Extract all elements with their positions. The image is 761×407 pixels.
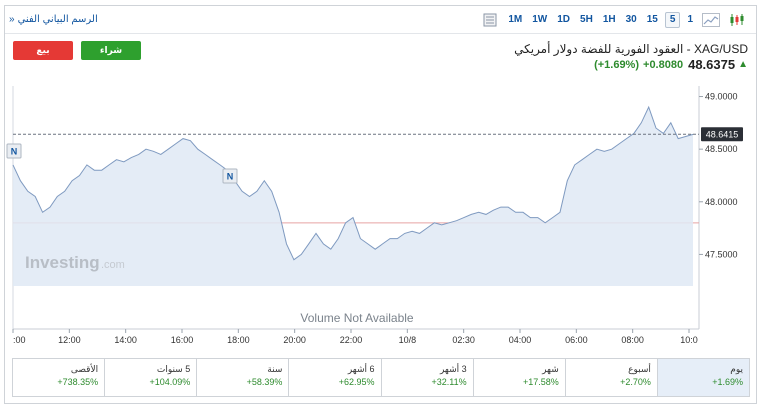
x-tick-label: 12:00	[58, 335, 81, 345]
x-tick-label: 10/8	[399, 335, 417, 345]
x-tick-label: 06:00	[565, 335, 588, 345]
perf-value: +17.58%	[522, 377, 559, 387]
timeframe-1m[interactable]: 1M	[508, 14, 523, 25]
x-tick-label: 02:30	[452, 335, 475, 345]
y-tick-label: 49.0000	[705, 92, 738, 102]
perf-cell-day[interactable]: يوم +1.69%	[656, 359, 749, 396]
perf-cell-year[interactable]: سنة +58.39%	[196, 359, 288, 396]
x-tick-label: 14:00	[114, 335, 137, 345]
perf-value: +32.11%	[431, 377, 467, 387]
series-area	[12, 105, 694, 286]
x-tick-label: 16:00	[171, 335, 194, 345]
timeframe-1h[interactable]: 1H	[602, 14, 616, 25]
technical-chart-label: الرسم البياني الفني	[17, 14, 98, 25]
chart-widget: » الرسم البياني الفني 1M 1W 1D 5H 1H 30 1…	[4, 5, 757, 404]
area-chart-icon[interactable]	[701, 11, 721, 29]
perf-value: +2.70%	[620, 377, 651, 387]
perf-value: +1.69%	[712, 377, 743, 387]
y-tick-label: 48.5000	[705, 144, 738, 154]
perf-cell-3-months[interactable]: 3 أشهر +32.11%	[380, 359, 473, 396]
perf-cell-5-years[interactable]: 5 سنوات +104.09%	[104, 359, 196, 396]
chart-annotations: 48.6415 N N Investing .com Volume Not Availab…	[6, 127, 743, 325]
chart-axes: 49.0000 48.5000 48.0000 47.5000 :00 12:00 14:0…	[12, 92, 738, 345]
instrument-title: XAG/USD - العقود الفورية للفضة دولار أمر…	[514, 42, 748, 56]
candlestick-icon[interactable]	[727, 11, 747, 29]
perf-cell-week[interactable]: أسبوع +2.70%	[564, 359, 657, 396]
buy-button[interactable]: شراء	[81, 41, 141, 60]
perf-label: يوم	[730, 364, 743, 374]
performance-row: يوم +1.69% أسبوع +2.70% شهر +17.58% 3 أش…	[12, 358, 750, 397]
timeframe-1[interactable]: 1	[687, 14, 693, 25]
perf-cell-6-months[interactable]: 6 أشهر +62.95%	[288, 359, 380, 396]
x-tick-label: 08:00	[621, 335, 644, 345]
y-tick-label: 47.5000	[705, 249, 738, 259]
price-row: (+1.69%) +0.8080 48.6375 ▲	[594, 57, 748, 72]
timeframe-1w[interactable]: 1W	[532, 14, 548, 25]
perf-value: +104.09%	[149, 377, 191, 387]
price-chart[interactable]: 48.6415 N N Investing .com Volume Not Availab…	[5, 81, 756, 353]
chart-toolbar: » الرسم البياني الفني 1M 1W 1D 5H 1H 30 1…	[5, 6, 756, 34]
change-percent: (+1.69%)	[594, 58, 640, 71]
perf-value: +738.35%	[57, 377, 99, 387]
investing-watermark: Investing	[25, 253, 100, 272]
last-price-tag	[701, 127, 743, 142]
x-tick-label: 10:0	[680, 335, 698, 345]
price-area	[13, 107, 693, 286]
last-price-label: 48.6415	[706, 129, 739, 139]
price-line	[12, 105, 694, 261]
timeframe-1d[interactable]: 1D	[557, 14, 571, 25]
technical-chart-link[interactable]: » الرسم البياني الفني	[9, 14, 98, 25]
perf-label: 5 سنوات	[156, 364, 191, 374]
perf-label: شهر	[542, 364, 559, 374]
news-marker-box	[6, 143, 22, 159]
timeframe-30[interactable]: 30	[625, 14, 637, 25]
timeframe-5h[interactable]: 5H	[580, 14, 593, 25]
timeframe-15[interactable]: 15	[646, 14, 658, 25]
news-marker-label: N	[227, 172, 234, 182]
perf-label: سنة	[267, 364, 283, 374]
perf-label: أسبوع	[628, 364, 651, 374]
perf-label: الأقصى	[70, 364, 99, 374]
news-marker-label: N	[11, 147, 18, 157]
perf-cell-max[interactable]: الأقصى +738.35%	[13, 359, 104, 396]
x-tick-label: :00	[13, 335, 26, 345]
investing-watermark-suffix: .com	[101, 259, 125, 271]
x-tick-label: 18:00	[227, 335, 250, 345]
arrow-up-icon: ▲	[738, 59, 748, 70]
x-tick-label: 22:00	[340, 335, 363, 345]
last-price: 48.6375	[688, 57, 736, 72]
sell-button[interactable]: بيع	[13, 41, 73, 60]
perf-value: +58.39%	[246, 377, 283, 387]
chevron-icon: »	[9, 14, 15, 25]
x-tick-label: 04:00	[509, 335, 532, 345]
timeframe-5[interactable]: 5	[664, 12, 681, 28]
volume-note: Volume Not Available	[300, 311, 414, 325]
perf-label: 6 أشهر	[347, 364, 375, 374]
perf-cell-month[interactable]: شهر +17.58%	[472, 359, 565, 396]
x-tick-label: 20:00	[283, 335, 306, 345]
perf-label: 3 أشهر	[439, 364, 467, 374]
timeframe-group: 1M 1W 1D 5H 1H 30 15 5 1	[477, 11, 750, 29]
y-tick-label: 48.0000	[705, 197, 738, 207]
news-marker-box	[222, 168, 238, 184]
table-icon[interactable]	[480, 11, 500, 29]
perf-value: +62.95%	[338, 377, 375, 387]
price-change: +0.8080	[643, 58, 684, 71]
